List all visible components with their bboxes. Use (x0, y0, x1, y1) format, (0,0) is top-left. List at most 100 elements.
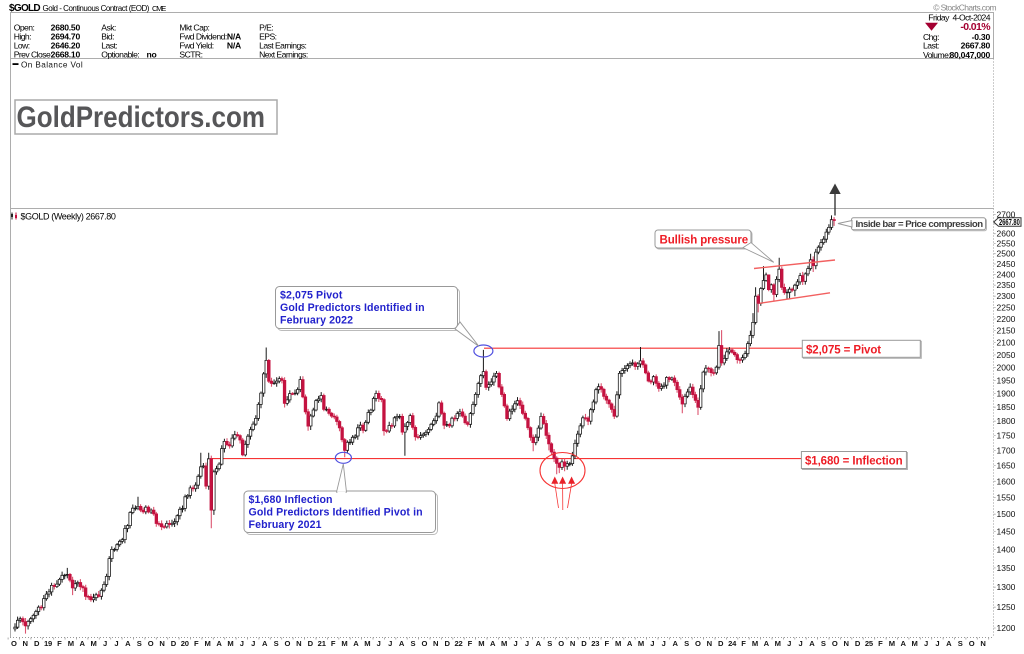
svg-text:2350: 2350 (997, 280, 1016, 290)
svg-text:O: O (285, 639, 291, 648)
svg-text:S: S (137, 639, 142, 648)
svg-text:D: D (718, 639, 724, 648)
svg-text:Last:: Last: (101, 41, 117, 51)
svg-text:SCTR:: SCTR: (179, 50, 202, 60)
svg-text:2700: 2700 (997, 209, 1016, 219)
svg-text:-0.30: -0.30 (972, 32, 991, 42)
svg-text:J: J (787, 639, 791, 648)
svg-text:M: M (501, 639, 507, 648)
svg-text:N/A: N/A (227, 41, 241, 51)
svg-text:1900: 1900 (997, 389, 1016, 399)
svg-text:GoldPredictors.com: GoldPredictors.com (17, 101, 266, 134)
svg-text:J: J (114, 639, 118, 648)
svg-text:A: A (80, 639, 86, 648)
svg-text:Mkt Cap:: Mkt Cap: (179, 22, 209, 32)
svg-text:Low:: Low: (14, 41, 30, 51)
svg-text:D: D (171, 639, 177, 648)
svg-text:Gold - Continuous Contract (EO: Gold - Continuous Contract (EOD) (43, 4, 150, 13)
svg-text:S: S (547, 639, 552, 648)
svg-text:M: M (775, 639, 781, 648)
svg-text:M: M (341, 639, 347, 648)
svg-text:2667.80: 2667.80 (961, 40, 991, 50)
svg-text:$GOLD: $GOLD (9, 3, 40, 14)
svg-text:J: J (525, 639, 529, 648)
svg-text:N: N (23, 639, 28, 648)
svg-text:M: M (478, 639, 484, 648)
svg-text:F: F (194, 639, 199, 648)
svg-text:Chg:: Chg: (923, 32, 939, 42)
svg-text:2500: 2500 (997, 249, 1016, 259)
svg-text:2600: 2600 (997, 229, 1016, 239)
svg-text:Bid:: Bid: (101, 31, 114, 41)
svg-text:A: A (764, 639, 770, 648)
svg-text:$GOLD (Weekly) 2667.80: $GOLD (Weekly) 2667.80 (21, 212, 116, 222)
svg-text:2667.80: 2667.80 (999, 218, 1020, 227)
svg-text:Inside bar = Price compression: Inside bar = Price compression (856, 219, 984, 230)
svg-text:On Balance Vol: On Balance Vol (21, 60, 83, 69)
svg-text:2680.50: 2680.50 (51, 22, 81, 32)
svg-text:P/E:: P/E: (259, 22, 273, 32)
svg-text:J: J (513, 639, 517, 648)
svg-text:2000: 2000 (997, 363, 1016, 373)
svg-text:A: A (672, 639, 678, 648)
svg-text:F: F (468, 639, 473, 648)
svg-text:M: M (227, 639, 233, 648)
svg-text:© StockCharts.com: © StockCharts.com (933, 3, 996, 13)
svg-text:19: 19 (44, 639, 52, 648)
svg-text:Gold Predictors Identified in: Gold Predictors Identified in (280, 302, 425, 314)
svg-text:Bullish pressure: Bullish pressure (660, 235, 749, 247)
svg-text:EPS:: EPS: (259, 31, 277, 41)
svg-text:2646.20: 2646.20 (51, 41, 81, 51)
svg-text:1200: 1200 (997, 623, 1016, 633)
svg-text:M: M (68, 639, 74, 648)
svg-text:1450: 1450 (997, 527, 1016, 537)
svg-text:N: N (843, 639, 848, 648)
svg-text:1400: 1400 (997, 544, 1016, 554)
svg-text:1800: 1800 (997, 416, 1016, 426)
svg-text:J: J (388, 639, 392, 648)
svg-text:S: S (274, 639, 279, 648)
svg-text:2450: 2450 (997, 259, 1016, 269)
svg-text:Optionable:: Optionable: (101, 50, 139, 60)
svg-text:J: J (377, 639, 381, 648)
svg-text:O: O (832, 639, 838, 648)
svg-text:Prev Close:: Prev Close: (14, 50, 53, 60)
svg-text:February 2022: February 2022 (280, 315, 353, 327)
svg-text:21: 21 (318, 639, 327, 648)
svg-text:2200: 2200 (997, 314, 1016, 324)
svg-text:1600: 1600 (997, 476, 1016, 486)
svg-text:F: F (741, 639, 746, 648)
svg-text:$2,075 Pivot: $2,075 Pivot (280, 290, 343, 302)
svg-text:N: N (707, 639, 712, 648)
svg-text:2400: 2400 (997, 270, 1016, 280)
svg-text:Volume:: Volume: (923, 50, 950, 60)
svg-text:O: O (11, 639, 17, 648)
svg-text:S: S (958, 639, 963, 648)
svg-text:D: D (34, 639, 40, 648)
svg-text:Last:: Last: (923, 40, 939, 50)
svg-text:-0.01%: -0.01% (960, 21, 991, 33)
svg-text:M: M (91, 639, 97, 648)
svg-text:1750: 1750 (997, 431, 1016, 441)
svg-text:$1,680 = Inflection: $1,680 = Inflection (805, 456, 903, 468)
svg-text:Fwd Dividend:: Fwd Dividend: (179, 31, 226, 41)
svg-text:1350: 1350 (997, 563, 1016, 573)
svg-text:A: A (946, 639, 952, 648)
svg-text:February 2021: February 2021 (249, 519, 322, 531)
svg-text:High:: High: (14, 31, 31, 41)
svg-text:M: M (205, 639, 211, 648)
svg-text:N: N (296, 639, 301, 648)
svg-text:Fwd Yield:: Fwd Yield: (179, 41, 213, 51)
svg-text:$1,680 Inflection: $1,680 Inflection (249, 494, 333, 506)
svg-text:CME: CME (152, 4, 166, 13)
svg-text:O: O (969, 639, 975, 648)
svg-text:2150: 2150 (997, 326, 1016, 336)
svg-text:$2,075 = Pivot: $2,075 = Pivot (806, 344, 881, 356)
svg-text:A: A (262, 639, 268, 648)
svg-text:N: N (433, 639, 438, 648)
svg-text:A: A (536, 639, 542, 648)
svg-text:A: A (399, 639, 405, 648)
svg-text:D: D (855, 639, 861, 648)
svg-text:1500: 1500 (997, 509, 1016, 519)
svg-text:2100: 2100 (997, 338, 1016, 348)
